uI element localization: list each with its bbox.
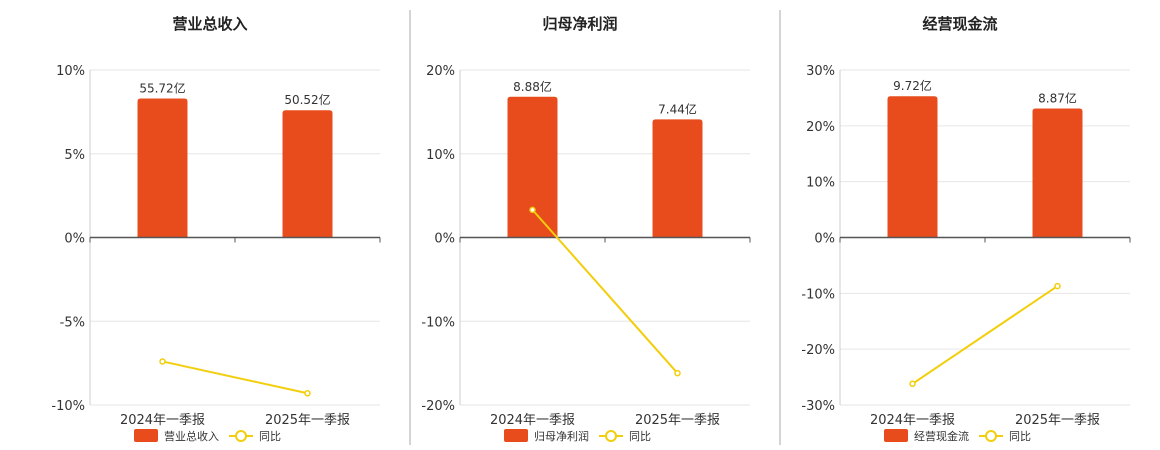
legend-bar-swatch: [884, 429, 908, 442]
bar-data-label: 55.72亿: [139, 80, 185, 95]
chart-panel-3: 经营现金流 -30% -20% -10% 0% 10% 20% 30% 9.72亿 8.87亿 20…: [801, 15, 1131, 443]
legend-bar-label: 归母净利润: [534, 429, 589, 443]
yoy-point-1: [529, 206, 536, 214]
chart-title: 归母净利润: [542, 15, 617, 33]
bar-data-label: 50.52亿: [284, 92, 330, 107]
yoy-point-2: [1054, 282, 1061, 290]
y-tick-label: 0%: [814, 232, 835, 247]
bar-1: [507, 96, 558, 238]
y-tick-label: 5%: [64, 148, 85, 163]
y-tick-label: 10%: [56, 64, 85, 79]
y-tick-label: -10%: [51, 399, 85, 414]
y-tick-label: -5%: [60, 315, 85, 330]
legend: 归母净利润 同比: [504, 429, 651, 443]
chart-title: 营业总收入: [172, 15, 247, 33]
y-tick-label: -30%: [801, 399, 835, 414]
yoy-line: [911, 285, 1059, 385]
legend-line-label: 同比: [629, 430, 651, 443]
yoy-line: [531, 209, 679, 374]
chart-panel-1: 营业总收入 -10% -5% 0% 5% 10% 55.72亿 50.52亿 2024年一季报 2…: [51, 15, 381, 443]
legend-line-marker: [985, 430, 997, 442]
y-tick-label: -10%: [421, 315, 455, 330]
legend-bar-label: 经营现金流: [914, 429, 969, 443]
legend-bar-swatch: [134, 429, 158, 442]
y-tick-label: 20%: [426, 64, 455, 79]
chart-title: 经营现金流: [922, 15, 997, 33]
legend-line-marker: [605, 430, 617, 442]
y-tick-label: 0%: [434, 232, 455, 247]
bar-2: [1032, 108, 1083, 238]
y-tick-label: 10%: [806, 176, 835, 191]
legend: 经营现金流 同比: [884, 429, 1031, 443]
y-tick-label: 30%: [806, 64, 835, 79]
bar-data-label: 8.88亿: [513, 79, 552, 94]
x-tick-label: 2025年一季报: [265, 413, 350, 428]
x-tick-label: 2025年一季报: [1015, 413, 1100, 428]
bar-data-label: 7.44亿: [658, 101, 697, 116]
x-tick-label: 2024年一季报: [490, 413, 575, 428]
yoy-point-2: [304, 390, 311, 397]
yoy-line: [162, 360, 308, 395]
y-tick-label: -10%: [801, 287, 835, 302]
x-tick-label: 2025年一季报: [635, 413, 720, 428]
y-tick-label: 0%: [64, 232, 85, 247]
x-tick-label: 2024年一季报: [870, 413, 955, 428]
bar-data-label: 9.72亿: [893, 78, 932, 93]
legend-bar-swatch: [504, 429, 528, 442]
bar-2: [282, 110, 333, 238]
yoy-point-1: [159, 358, 166, 365]
bar-data-label: 8.87亿: [1038, 91, 1077, 106]
bar-1: [137, 98, 188, 238]
y-tick-label: -20%: [801, 343, 835, 358]
y-tick-label: 20%: [806, 120, 835, 135]
y-tick-label: 10%: [426, 148, 455, 163]
x-tick-label: 2024年一季报: [120, 413, 205, 428]
legend-line-label: 同比: [1009, 430, 1031, 443]
chart-panel-2: 归母净利润 -20% -10% 0% 10% 20% 8.88亿 7.44亿 2024年一季报 2…: [421, 15, 751, 443]
legend: 营业总收入 同比: [134, 429, 281, 443]
legend-line-marker: [235, 430, 247, 442]
yoy-point-2: [674, 369, 681, 377]
y-tick-label: -20%: [421, 399, 455, 414]
legend-line-label: 同比: [259, 430, 281, 443]
bar-1: [887, 96, 938, 238]
chart-panels: 营业总收入 -10% -5% 0% 5% 10% 55.72亿 50.52亿 2024年一季报 2…: [51, 15, 1131, 443]
yoy-point-1: [909, 380, 916, 388]
bar-2: [652, 119, 703, 238]
legend-bar-label: 营业总收入: [164, 429, 219, 443]
